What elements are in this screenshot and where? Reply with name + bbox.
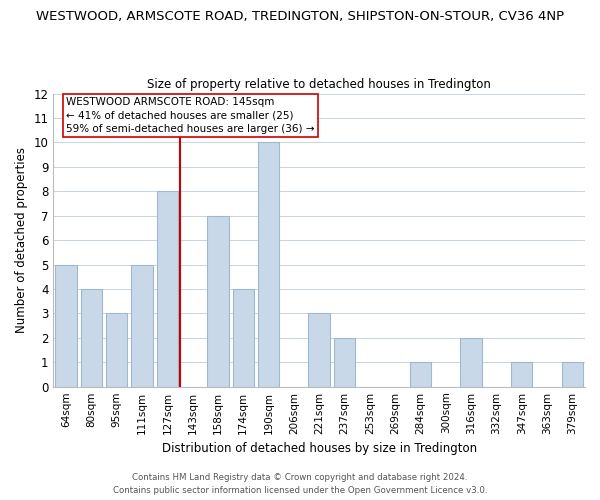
- Bar: [55, 264, 77, 386]
- Y-axis label: Number of detached properties: Number of detached properties: [15, 147, 28, 333]
- Bar: [157, 192, 178, 386]
- Bar: [106, 314, 127, 386]
- Bar: [80, 289, 102, 386]
- Bar: [258, 142, 280, 386]
- Bar: [511, 362, 532, 386]
- Text: WESTWOOD, ARMSCOTE ROAD, TREDINGTON, SHIPSTON-ON-STOUR, CV36 4NP: WESTWOOD, ARMSCOTE ROAD, TREDINGTON, SHI…: [36, 10, 564, 23]
- Title: Size of property relative to detached houses in Tredington: Size of property relative to detached ho…: [147, 78, 491, 91]
- Bar: [562, 362, 583, 386]
- Text: WESTWOOD ARMSCOTE ROAD: 145sqm
← 41% of detached houses are smaller (25)
59% of : WESTWOOD ARMSCOTE ROAD: 145sqm ← 41% of …: [67, 97, 315, 134]
- X-axis label: Distribution of detached houses by size in Tredington: Distribution of detached houses by size …: [161, 442, 477, 455]
- Bar: [308, 314, 330, 386]
- Bar: [410, 362, 431, 386]
- Text: Contains HM Land Registry data © Crown copyright and database right 2024.
Contai: Contains HM Land Registry data © Crown c…: [113, 474, 487, 495]
- Bar: [207, 216, 229, 386]
- Bar: [233, 289, 254, 386]
- Bar: [131, 264, 153, 386]
- Bar: [460, 338, 482, 386]
- Bar: [334, 338, 355, 386]
